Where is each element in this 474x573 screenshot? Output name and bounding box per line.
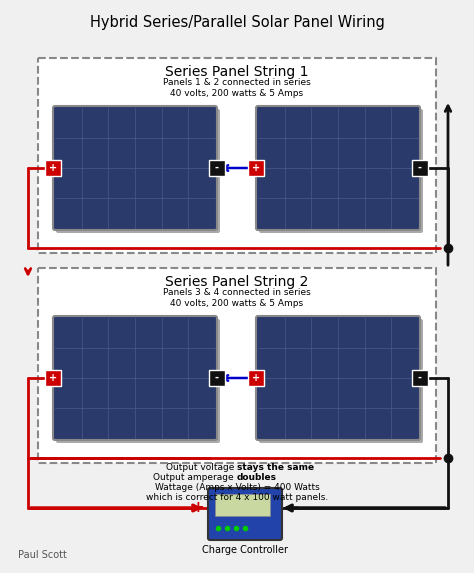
FancyBboxPatch shape [412,370,428,386]
Bar [38,58,436,253]
FancyBboxPatch shape [209,370,225,386]
Text: Panels 1 & 2 connected in series
40 volts, 200 watts & 5 Amps: Panels 1 & 2 connected in series 40 volt… [163,79,311,98]
Text: Series Panel String 1: Series Panel String 1 [165,65,309,79]
Text: Output amperage: Output amperage [154,473,237,482]
FancyBboxPatch shape [256,106,420,230]
FancyBboxPatch shape [259,109,423,233]
FancyBboxPatch shape [56,319,220,443]
Text: -: - [418,373,422,383]
Text: doubles: doubles [237,473,277,482]
FancyBboxPatch shape [209,160,225,176]
FancyBboxPatch shape [412,160,428,176]
Text: -: - [215,163,219,173]
Text: Output voltage: Output voltage [166,464,237,473]
Text: Paul Scott: Paul Scott [18,550,67,560]
Text: +: + [49,163,57,173]
Text: -: - [418,163,422,173]
FancyBboxPatch shape [256,316,420,440]
Text: Series Panel String 2: Series Panel String 2 [165,275,309,289]
Bar [38,268,436,463]
Text: which is correct for 4 x 100 watt panels.: which is correct for 4 x 100 watt panels… [146,493,328,503]
Text: Charge Controller: Charge Controller [202,545,288,555]
Text: +: + [191,500,204,516]
Text: Panels 3 & 4 connected in series
40 volts, 200 watts & 5 Amps: Panels 3 & 4 connected in series 40 volt… [163,288,311,308]
FancyBboxPatch shape [53,316,217,440]
FancyBboxPatch shape [53,106,217,230]
FancyBboxPatch shape [56,109,220,233]
Text: Wattage (Amps x Volts) = 400 Watts: Wattage (Amps x Volts) = 400 Watts [155,484,319,493]
Text: stays the same: stays the same [237,464,314,473]
FancyBboxPatch shape [208,488,282,540]
Text: Hybrid Series/Parallel Solar Panel Wiring: Hybrid Series/Parallel Solar Panel Wirin… [90,14,384,29]
Text: -: - [215,373,219,383]
FancyBboxPatch shape [248,370,264,386]
FancyBboxPatch shape [215,494,270,516]
FancyBboxPatch shape [248,160,264,176]
Text: +: + [49,373,57,383]
FancyBboxPatch shape [45,370,61,386]
Text: +: + [252,373,260,383]
Text: −: − [284,499,300,517]
FancyBboxPatch shape [45,160,61,176]
FancyBboxPatch shape [259,319,423,443]
Text: +: + [252,163,260,173]
